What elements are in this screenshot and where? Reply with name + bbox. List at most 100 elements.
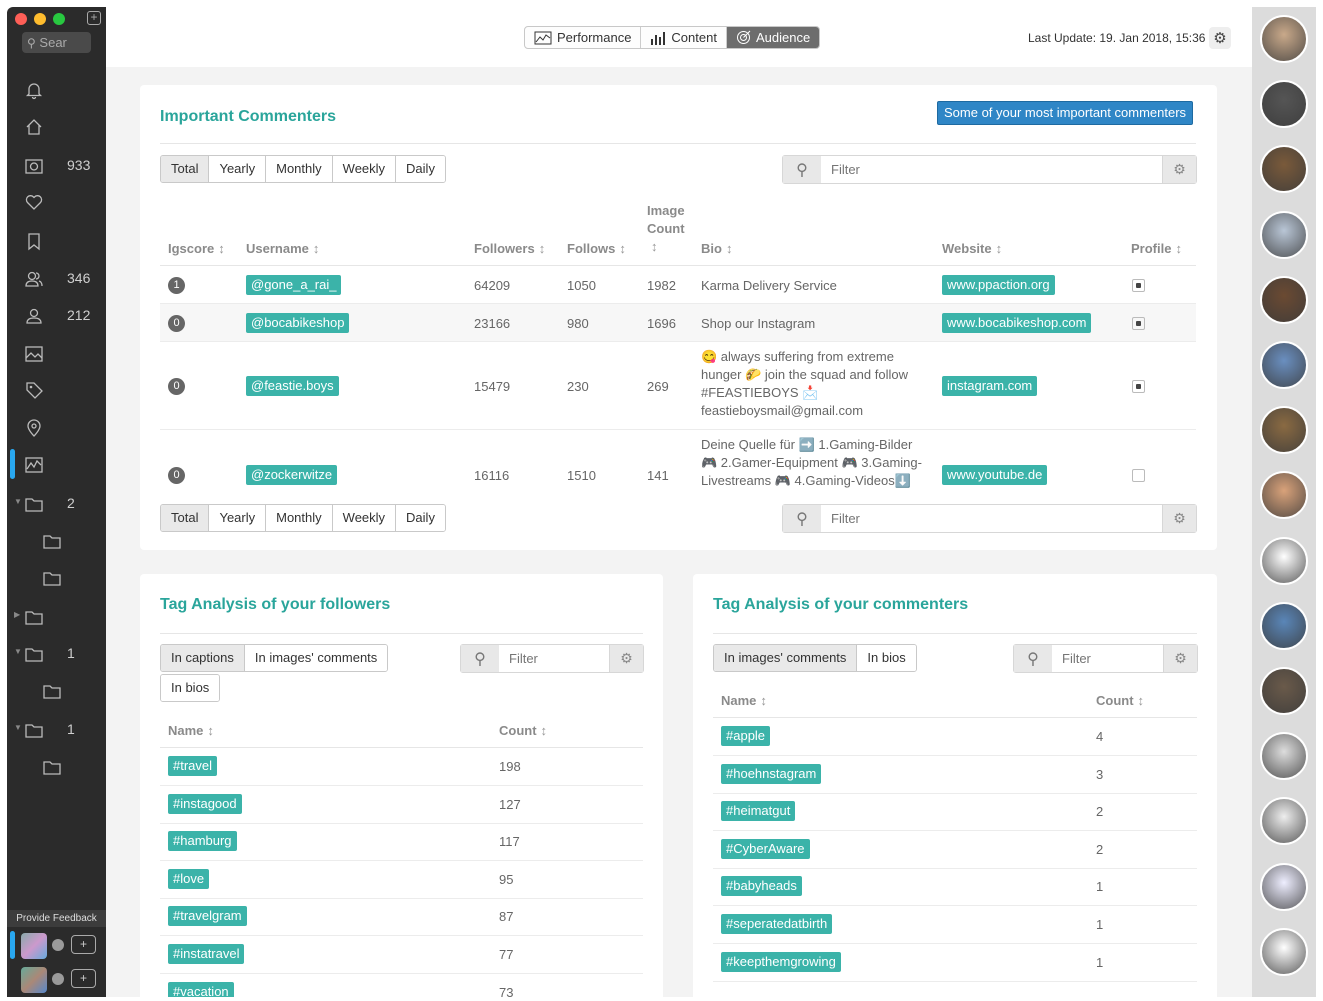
period-yearly[interactable]: Yearly (209, 156, 267, 182)
sidebar-item[interactable] (7, 672, 106, 708)
hashtag-link[interactable]: #vacation (168, 981, 234, 997)
tag-row[interactable]: #vacation 73 (160, 974, 643, 997)
sidebar-item[interactable]: 346 (7, 260, 106, 296)
tag-row[interactable]: #instatravel 77 (160, 936, 643, 974)
tag-row[interactable]: #keepthemgrowing 1 (713, 944, 1197, 982)
sidebar-item[interactable] (7, 748, 106, 784)
tab-content[interactable]: Content (641, 27, 727, 48)
hashtag-link[interactable]: #seperatedatbirth (721, 914, 833, 934)
commenters-filter-input[interactable] (821, 156, 1162, 183)
col-follows[interactable]: Follows ↕ (567, 241, 626, 256)
account-avatar[interactable] (1260, 406, 1308, 455)
username-link[interactable]: @gone_a_rai_ (246, 275, 342, 295)
option-in-bios[interactable]: In bios (161, 675, 220, 701)
remove-account-button[interactable] (52, 973, 64, 985)
option-in-images-comments[interactable]: In images' comments (244, 645, 388, 671)
tag-row[interactable]: #travel 198 (160, 748, 643, 786)
account-avatar[interactable] (1260, 145, 1308, 194)
sidebar-search-input[interactable]: ⚲ Sear (22, 32, 91, 53)
sidebar-item[interactable]: 212 (7, 297, 106, 333)
col-bio[interactable]: Bio ↕ (701, 241, 732, 256)
account-row[interactable]: + (7, 965, 106, 995)
hashtag-link[interactable]: #CyberAware (721, 838, 810, 859)
commenters-tag-filter-input[interactable] (1052, 645, 1163, 672)
tag-row[interactable]: #travelgram 87 (160, 898, 643, 937)
col-count[interactable]: Count ↕ (1096, 693, 1144, 708)
settings-gear-icon[interactable]: ⚙ (1209, 27, 1231, 49)
sidebar-item[interactable]: 933 (7, 147, 106, 183)
sidebar-item[interactable] (7, 108, 106, 144)
hashtag-link[interactable]: #travelgram (168, 906, 247, 927)
add-icon[interactable]: + (87, 11, 101, 25)
username-link[interactable]: @bocabikeshop (246, 313, 350, 333)
period-monthly[interactable]: Monthly (266, 505, 333, 531)
commenters-filter-input-bottom[interactable] (821, 505, 1162, 532)
close-window-button[interactable] (15, 13, 27, 25)
followers-tag-filter-input[interactable] (499, 645, 609, 672)
col-name[interactable]: Name ↕ (168, 723, 214, 738)
col-name[interactable]: Name ↕ (721, 693, 767, 708)
sidebar-item[interactable] (7, 335, 106, 371)
username-link[interactable]: @zockerwitze (246, 465, 338, 485)
add-account-button[interactable]: + (71, 969, 96, 988)
sidebar-item[interactable] (7, 222, 106, 258)
col-profile[interactable]: Profile ↕ (1131, 241, 1182, 256)
period-daily[interactable]: Daily (396, 156, 445, 182)
tag-row[interactable]: #instagood 127 (160, 786, 643, 824)
option-in-bios[interactable]: In bios (857, 645, 916, 671)
period-weekly[interactable]: Weekly (332, 156, 397, 182)
disclosure-arrow-icon[interactable]: ▼ (14, 723, 22, 732)
username-link[interactable]: @feastie.boys (246, 376, 339, 396)
col-username[interactable]: Username ↕ (246, 241, 319, 256)
account-avatar[interactable] (1260, 471, 1308, 520)
account-avatar[interactable] (1260, 275, 1308, 324)
tag-row[interactable]: #CyberAware 2 (713, 831, 1197, 869)
col-igscore[interactable]: Igscore ↕ (168, 241, 225, 256)
period-weekly[interactable]: Weekly (332, 505, 397, 531)
hashtag-link[interactable]: #travel (168, 756, 218, 776)
sidebar-item[interactable] (7, 522, 106, 558)
col-followers[interactable]: Followers ↕ (474, 241, 545, 256)
tag-row[interactable]: #apple 4 (713, 718, 1197, 756)
account-avatar[interactable] (1260, 601, 1308, 650)
hashtag-link[interactable]: #hamburg (168, 831, 237, 852)
profile-icon[interactable] (1132, 279, 1145, 292)
remove-account-button[interactable] (52, 939, 64, 951)
table-row[interactable]: 0 @bocabikeshop 23166 980 1696 Shop our Insta… (160, 304, 1196, 342)
filter-settings-gear-icon[interactable]: ⚙ (1162, 156, 1196, 183)
account-avatar[interactable] (1260, 15, 1308, 63)
sidebar-item[interactable] (7, 446, 106, 482)
tag-row[interactable]: #hamburg 117 (160, 823, 643, 862)
account-avatar[interactable] (1260, 210, 1308, 259)
hashtag-link[interactable]: #love (168, 868, 210, 889)
filter-settings-gear-icon[interactable]: ⚙ (609, 645, 643, 672)
sidebar-item[interactable]: ▼ 1 (7, 635, 106, 671)
profile-icon[interactable] (1132, 469, 1145, 482)
disclosure-arrow-icon[interactable]: ▶ (14, 610, 21, 619)
disclosure-arrow-icon[interactable]: ▼ (14, 647, 22, 656)
hashtag-link[interactable]: #instatravel (168, 944, 245, 964)
account-avatar[interactable] (1260, 797, 1308, 846)
sidebar-item[interactable]: ▼ 2 (7, 485, 106, 521)
tag-row[interactable]: #heimatgut 2 (713, 793, 1197, 832)
tag-row[interactable]: #seperatedatbirth 1 (713, 906, 1197, 944)
add-account-button[interactable]: + (71, 935, 96, 954)
col-image-count[interactable]: Image Count ↕ (647, 202, 691, 256)
hashtag-link[interactable]: #babyheads (721, 876, 802, 897)
minimize-window-button[interactable] (34, 13, 46, 25)
hashtag-link[interactable]: #keepthemgrowing (721, 951, 841, 972)
hashtag-link[interactable]: #instagood (168, 793, 242, 814)
table-row[interactable]: 1 @gone_a_rai_ 64209 1050 1982 Karma Delivery… (160, 266, 1196, 304)
period-total[interactable]: Total (161, 505, 210, 531)
filter-settings-gear-icon[interactable]: ⚙ (1162, 505, 1196, 532)
tag-row[interactable]: #love 95 (160, 861, 643, 899)
profile-icon[interactable] (1132, 317, 1145, 330)
tab-audience[interactable]: Audience (726, 27, 820, 48)
hashtag-link[interactable]: #hoehnstagram (721, 763, 822, 784)
filter-settings-gear-icon[interactable]: ⚙ (1163, 645, 1197, 672)
profile-icon[interactable] (1132, 380, 1145, 393)
table-row[interactable]: 0 @feastie.boys 15479 230 269 😋 always suffer… (160, 342, 1196, 430)
option-in-images-comments[interactable]: In images' comments (714, 645, 858, 671)
sidebar-item[interactable] (7, 371, 106, 407)
hashtag-link[interactable]: #heimatgut (721, 801, 796, 822)
